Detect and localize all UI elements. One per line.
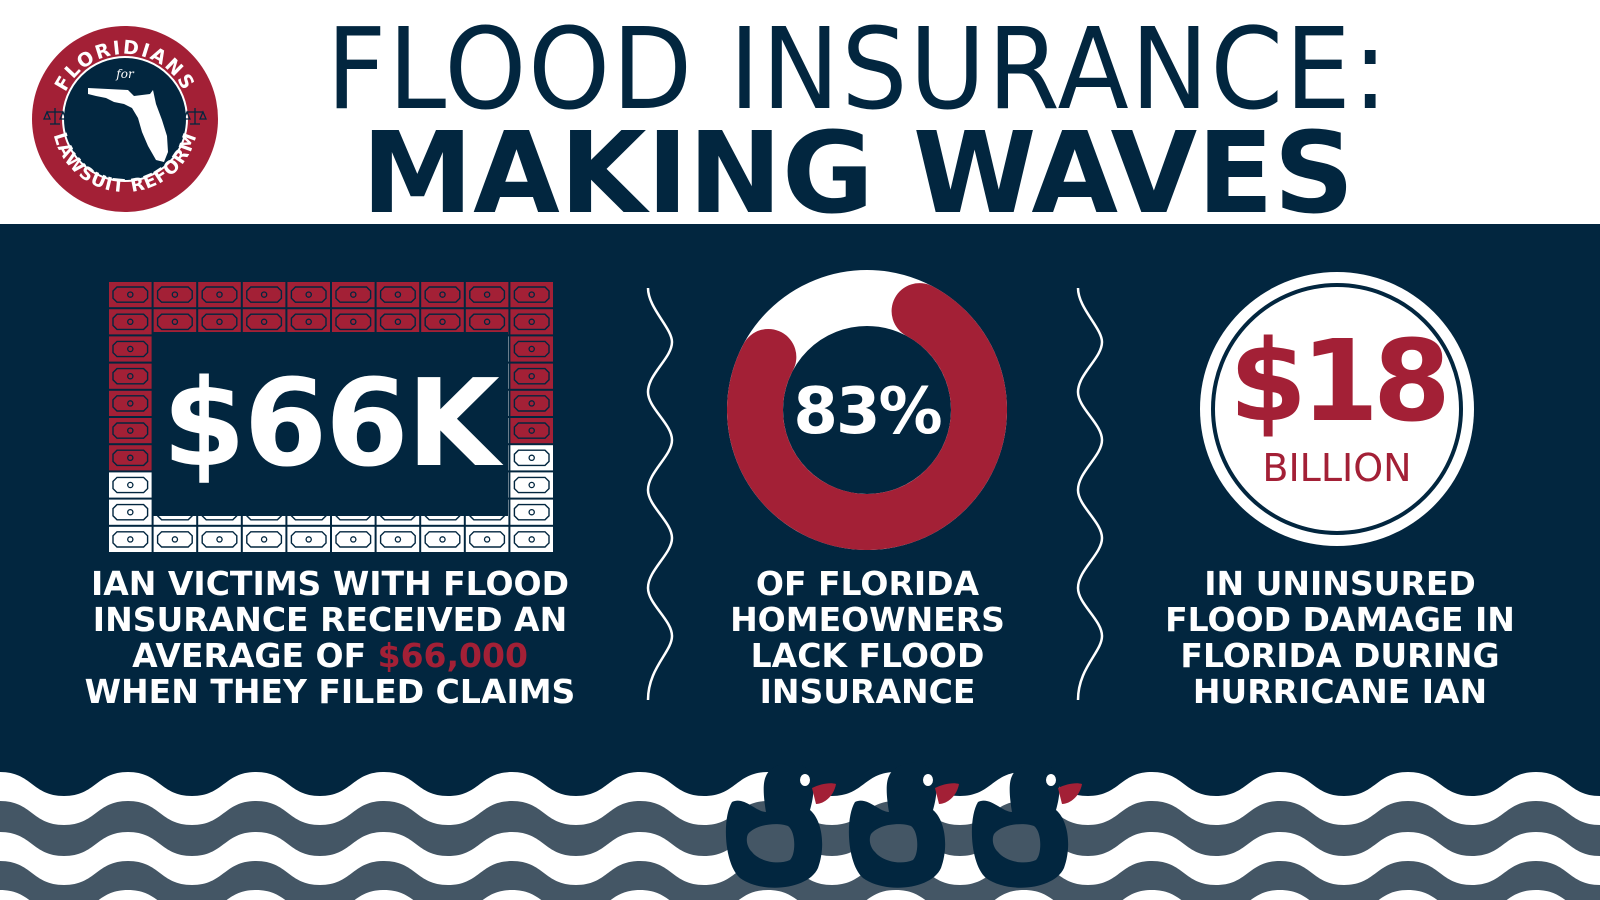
rubber-duck-icon [725,762,836,888]
stat-83-value: 83% [793,375,942,449]
dollar-bill-icon [109,526,152,552]
stat-66k-value: $66K [162,354,499,494]
dollar-bill-icon [332,309,375,335]
dollar-bill-icon [376,526,420,552]
floridians-for-lawsuit-reform-logo: FLORIDIANS LAWSUIT REFORM for [32,26,218,212]
dollar-bill-icon [153,282,197,308]
dollar-bill-icon [287,309,330,335]
donut-chart-83-percent [727,270,1007,550]
dollar-bill-icon [109,309,152,335]
dollar-bill-icon [510,282,553,308]
dollar-bill-icon [287,282,330,308]
wave-stripe [0,890,1566,900]
dollar-bill-icon [109,499,152,525]
dollar-bill-icon [376,282,420,308]
dollar-bill-icon [109,472,152,498]
dollar-bill-icon [242,282,286,308]
dollar-bill-icon [109,282,152,308]
squiggle-divider-right [1076,288,1104,700]
logo-for-text: for [115,67,135,81]
dollar-bill-icon [465,309,509,335]
rubber-duck-icon [971,762,1082,888]
dollar-bill-icon [510,472,553,498]
circle-badge-18-billion [1200,272,1474,546]
dollar-bill-icon [465,282,509,308]
dollar-bill-icon [198,282,241,308]
dollar-bill-icon [510,418,553,444]
dollar-bill-icon [510,499,553,525]
dollar-bill-icon [510,309,553,335]
stat-18-value: $18 [1229,317,1451,447]
stat-18-unit: BILLION [1262,446,1412,490]
dollar-bill-icon [198,309,241,335]
stat-83-caption: OF FLORIDA HOMEOWNERS LACK FLOOD INSURAN… [730,564,1005,711]
page-title-line2: MAKING WAVES [361,109,1355,239]
dollar-bill-icon [153,309,197,335]
dollar-bill-icon [109,445,152,471]
rubber-duck-icon [848,762,959,888]
dollar-bill-icon [510,390,553,416]
squiggle-divider-left [646,288,674,700]
stat-18-caption: IN UNINSURED FLOOD DAMAGE IN FLORIDA DUR… [1165,564,1515,711]
florida-map-icon [88,88,168,162]
dollar-bill-icon [109,363,152,389]
page-title-line1: FLOOD INSURANCE: [326,5,1390,135]
scales-of-justice-icon [43,108,207,125]
dollar-bill-icon [287,526,330,552]
dollar-bill-icon [109,390,152,416]
highlight-amount: $66,000 [377,636,528,675]
dollar-bill-icon [242,309,286,335]
stat-66k-box: $66K [152,332,508,516]
dollar-bill-icon [332,526,375,552]
header: FLORIDIANS LAWSUIT REFORM for FLOOD INSU… [0,0,1600,230]
dollar-bill-icon [465,526,509,552]
dollar-bill-icon [421,526,464,552]
stat-66k-caption: IAN VICTIMS WITH FLOOD INSURANCE RECEIVE… [84,564,576,711]
waves-footer [0,740,1600,900]
dollar-bill-icon [109,336,152,362]
dollar-bill-icon [421,309,464,335]
dollar-bill-icon [376,309,420,335]
dollar-bill-icon [510,526,553,552]
dollar-bill-icon [510,363,553,389]
dollar-bill-icon [510,445,553,471]
dollar-bill-icon [421,282,464,308]
dollar-bill-icon [109,418,152,444]
dollar-bill-icon [332,282,375,308]
dollar-bill-icon [198,526,241,552]
dollar-bill-icon [510,336,553,362]
dollar-bill-icon [242,526,286,552]
dollar-bill-icon [153,526,197,552]
